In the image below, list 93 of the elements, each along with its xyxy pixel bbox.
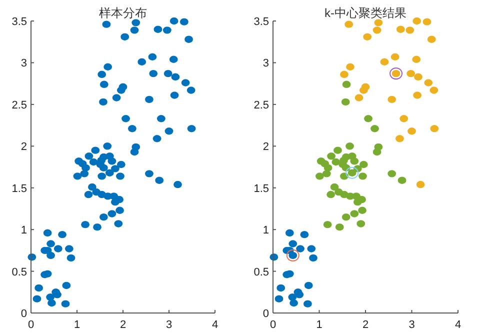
point (430, 86, 438, 94)
point (390, 53, 400, 60)
x-tick-label: 4 (212, 319, 218, 331)
point (341, 98, 350, 106)
point (370, 125, 379, 132)
point (388, 170, 396, 178)
point (276, 284, 286, 292)
point (323, 220, 332, 228)
x-tick-label: 1 (74, 319, 80, 331)
point (316, 172, 324, 180)
point (380, 58, 389, 66)
y-tick-label: 3.5 (12, 16, 27, 28)
y-tick-label: 2 (262, 141, 269, 154)
y-tick-label: 2 (20, 141, 27, 154)
y-tick-label: 2.5 (254, 99, 269, 112)
point (303, 300, 312, 308)
point (396, 135, 404, 142)
point (416, 180, 425, 188)
point (358, 206, 366, 214)
point (374, 19, 383, 26)
point (304, 282, 313, 290)
x-tick-label: 2 (120, 319, 126, 331)
chart-title: 样本分布 (99, 6, 147, 20)
point (356, 220, 366, 228)
point (359, 160, 368, 168)
point (326, 190, 336, 198)
y-tick-label: 1.5 (254, 182, 269, 195)
y-tick-label: 1.5 (12, 182, 27, 195)
point (422, 18, 432, 26)
point (396, 26, 405, 33)
point (413, 92, 422, 99)
point (307, 245, 316, 252)
point (424, 79, 433, 86)
point (342, 213, 350, 221)
point (346, 166, 359, 179)
point (414, 73, 422, 80)
point (346, 142, 354, 150)
point (359, 86, 368, 94)
x-tick-label: 4 (454, 319, 462, 331)
point (398, 176, 406, 184)
point (358, 172, 367, 180)
y-tick-label: 3.5 (254, 16, 269, 28)
point (427, 36, 436, 43)
y-tick-label: 0.5 (12, 266, 27, 278)
y-tick-label: 0.5 (254, 266, 269, 278)
point (334, 146, 342, 154)
point (296, 245, 304, 252)
point (346, 63, 354, 70)
x-tick-label: 3 (166, 319, 172, 331)
point (344, 20, 354, 28)
point (342, 80, 351, 88)
point (412, 17, 422, 25)
point (354, 94, 364, 102)
point (388, 96, 396, 104)
point (335, 223, 344, 231)
point (406, 26, 414, 34)
point (350, 158, 359, 165)
y-tick-label: 1 (20, 224, 27, 237)
point (364, 115, 372, 122)
point (372, 148, 382, 156)
y-tick-label: 0 (262, 308, 269, 320)
x-tick-label: 1 (316, 319, 322, 331)
point (274, 295, 284, 302)
x-tick-label: 3 (408, 319, 415, 331)
point (330, 183, 339, 191)
y-tick-label: 0 (20, 308, 27, 320)
point (286, 249, 300, 262)
point (408, 128, 416, 135)
point (372, 26, 382, 34)
point (327, 152, 336, 160)
point (412, 56, 421, 63)
point (309, 254, 318, 262)
point (332, 158, 340, 166)
point (430, 125, 439, 132)
y-tick-label: 1 (262, 224, 269, 237)
point (340, 70, 348, 78)
point (350, 210, 359, 218)
point (288, 294, 297, 301)
x-tick-label: 2 (362, 319, 369, 331)
chart-title: k-中心聚类结果 (324, 6, 406, 20)
point (300, 230, 309, 238)
y-tick-label: 3 (262, 58, 269, 70)
point (290, 299, 298, 307)
point (390, 68, 403, 80)
point (295, 291, 304, 298)
point (322, 170, 331, 178)
point (400, 115, 408, 122)
point (363, 33, 372, 40)
y-tick-label: 2.5 (12, 99, 27, 112)
point (406, 70, 416, 78)
point (285, 229, 294, 237)
point (288, 240, 298, 248)
y-tick-label: 3 (20, 58, 27, 70)
